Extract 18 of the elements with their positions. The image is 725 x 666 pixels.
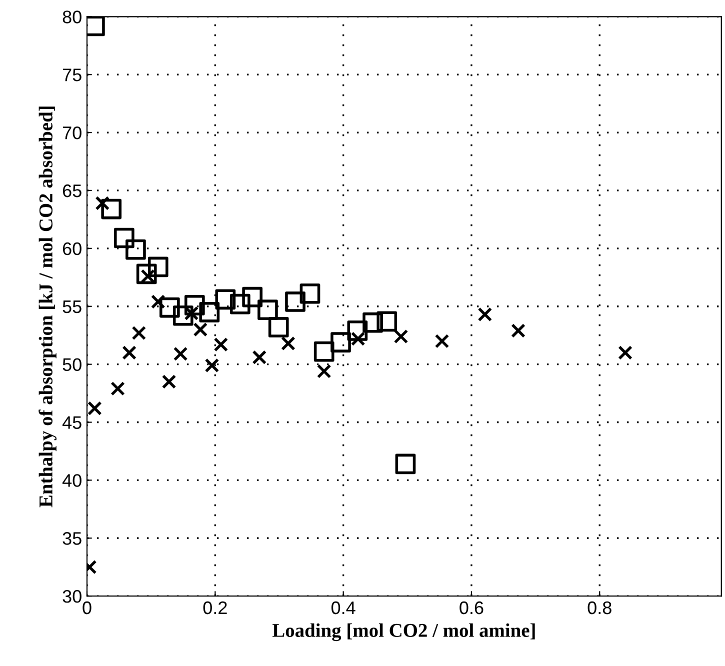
x-tick-label: 0.2: [203, 601, 227, 614]
y-axis-title: Enthalpy of absorption [kJ / mol CO2 absorbed]: [38, 106, 56, 508]
y-tick-label: 75: [62, 68, 82, 82]
y-tick-label: 35: [62, 532, 82, 545]
x-tick-label: 0.6: [460, 601, 484, 614]
x-tick-label: 0.8: [588, 601, 612, 614]
y-tick-label: 40: [62, 474, 82, 487]
x-tick-label: 0.4: [331, 601, 356, 614]
y-tick-label: 55: [62, 300, 82, 314]
y-tick-label: 65: [62, 184, 82, 198]
x-axis-title: Loading [mol CO2 / mol amine]: [272, 623, 535, 642]
y-tick-label: 30: [62, 590, 82, 603]
x-tick-label: 0: [82, 601, 92, 614]
y-tick-label: 70: [62, 126, 82, 140]
y-tick-label: 60: [62, 242, 82, 256]
y-tick-label: 80: [62, 10, 82, 24]
y-tick-label: 50: [62, 358, 82, 372]
y-tick-label: 45: [62, 416, 82, 429]
